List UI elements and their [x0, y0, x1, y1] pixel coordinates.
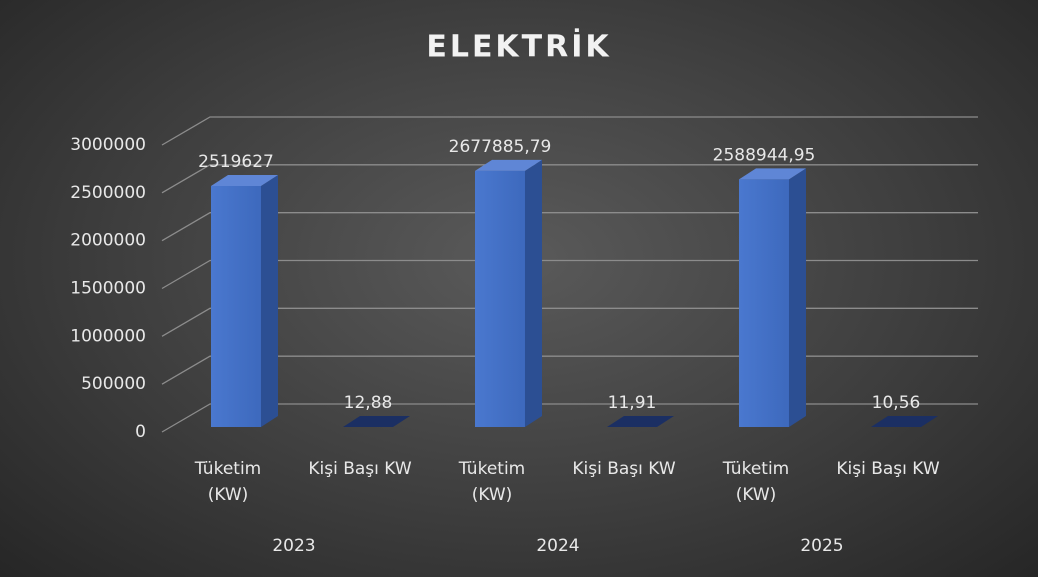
- data-label: 2677885,79: [449, 137, 552, 157]
- y-tick-label: 1000000: [70, 326, 146, 346]
- bar: [211, 174, 278, 427]
- grid-line: [161, 116, 978, 146]
- data-label: 2588944,95: [713, 145, 816, 165]
- data-label: 10,56: [872, 393, 921, 413]
- data-label: 11,91: [608, 393, 657, 413]
- group-label: 2023: [272, 536, 315, 556]
- x-tick-label: Kişi Başı KW: [836, 459, 940, 479]
- x-tick-label: Tüketim (KW): [722, 459, 790, 505]
- x-tick-label: Tüketim (KW): [458, 459, 526, 505]
- bar: [475, 159, 542, 427]
- y-tick-label: 2000000: [70, 231, 146, 251]
- y-tick-label: 3000000: [70, 135, 146, 155]
- grid-line: [161, 259, 978, 290]
- data-label: 2519627: [198, 152, 274, 172]
- group-label: 2025: [800, 536, 843, 556]
- grid-line: [161, 164, 978, 194]
- grid-line: [161, 307, 978, 337]
- y-tick-label: 500000: [81, 374, 146, 394]
- y-tick-label: 0: [135, 422, 146, 442]
- bar: [739, 168, 806, 427]
- data-label: 12,88: [344, 393, 393, 413]
- x-tick-label: Tüketim (KW): [194, 459, 262, 505]
- grid-line: [161, 212, 978, 242]
- grid-line: [161, 403, 978, 433]
- chart-title: ELEKTRİK: [426, 29, 611, 65]
- x-tick-label: Kişi Başı KW: [308, 459, 412, 479]
- bar: [343, 415, 410, 427]
- x-tick-label: Kişi Başı KW: [572, 459, 676, 479]
- bar: [607, 415, 674, 427]
- y-tick-label: 1500000: [70, 279, 146, 299]
- grid-line: [161, 355, 978, 385]
- y-tick-label: 2500000: [70, 183, 146, 203]
- bar: [871, 415, 938, 427]
- group-label: 2024: [536, 536, 579, 556]
